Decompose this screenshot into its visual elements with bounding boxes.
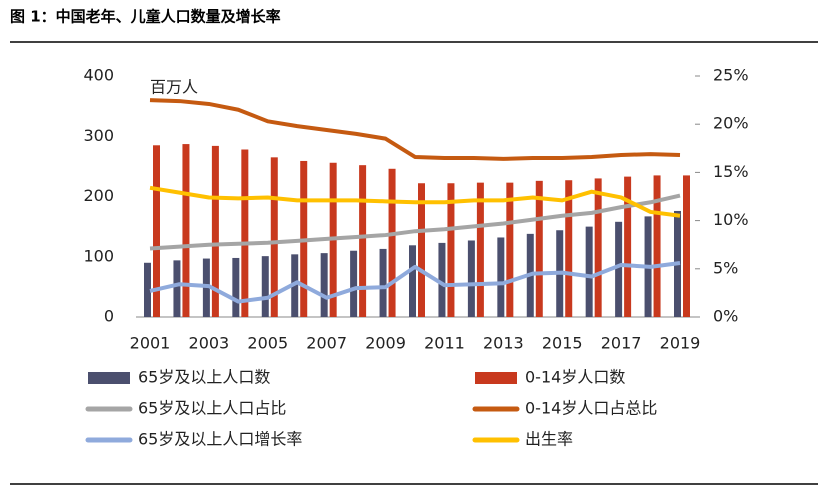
x-tick-label: 2011: [424, 334, 465, 353]
bar: [359, 165, 367, 317]
y2-tick-label: 10%: [713, 210, 749, 229]
bar: [409, 245, 416, 317]
y2-tick-label: 5%: [713, 258, 738, 277]
line: [149, 98, 681, 161]
y-tick-label: 100: [83, 246, 114, 265]
bar: [653, 175, 661, 317]
bar: [565, 180, 573, 317]
legend-label: 出生率: [525, 430, 573, 449]
x-tick-label: 2019: [660, 334, 701, 353]
legend-label: 0-14岁人口数: [525, 368, 625, 387]
bar: [379, 248, 387, 317]
x-tick-label: 2013: [483, 334, 524, 353]
bar: [232, 257, 240, 317]
legend-label: 0-14岁人口占总比: [525, 399, 657, 418]
chart-title: 图 1：中国老年、儿童人口数量及增长率: [10, 8, 281, 26]
bar: [438, 242, 446, 317]
bar: [467, 240, 475, 317]
y-tick-label: 200: [83, 186, 114, 205]
bar: [683, 175, 690, 317]
bar: [506, 182, 514, 317]
unit-label: 百万人: [150, 78, 198, 97]
y-tick-label: 400: [83, 66, 114, 85]
y2-tick-label: 25%: [713, 66, 749, 85]
bar: [241, 149, 249, 317]
bar: [261, 256, 269, 317]
bar: [615, 221, 623, 317]
legend-label: 65岁及以上人口增长率: [138, 430, 302, 449]
legend-label: 65岁及以上人口数: [138, 368, 270, 387]
y-tick-label: 300: [83, 126, 114, 145]
bar: [585, 226, 593, 317]
y2-tick-label: 15%: [713, 162, 749, 181]
y-tick-label: 0: [104, 307, 114, 326]
line: [149, 185, 681, 218]
legend-swatch: [475, 372, 517, 384]
bar: [350, 250, 358, 317]
y2-tick-label: 20%: [713, 114, 749, 133]
bar: [418, 183, 425, 317]
x-tick-label: 2017: [601, 334, 642, 353]
bar: [388, 168, 396, 317]
legend-swatch: [88, 372, 130, 384]
y2-tick-label: 0%: [713, 307, 738, 326]
bar: [211, 145, 219, 317]
line: [149, 193, 681, 251]
bar: [624, 176, 632, 317]
x-tick-label: 2015: [542, 334, 583, 353]
x-tick-label: 2005: [247, 334, 288, 353]
bar: [182, 144, 190, 317]
bar: [535, 180, 543, 317]
bar: [497, 237, 505, 317]
bar: [270, 157, 278, 317]
x-tick-label: 2003: [189, 334, 230, 353]
bar: [144, 262, 151, 317]
bar: [447, 183, 455, 317]
bar: [594, 178, 602, 317]
bar: [173, 260, 181, 317]
bar: [320, 253, 328, 317]
legend-label: 65岁及以上人口占比: [138, 399, 286, 418]
bar: [153, 145, 160, 317]
x-tick-label: 2009: [365, 334, 406, 353]
x-tick-label: 2001: [130, 334, 171, 353]
x-tick-label: 2007: [306, 334, 347, 353]
line: [149, 261, 681, 304]
bar: [476, 182, 484, 317]
